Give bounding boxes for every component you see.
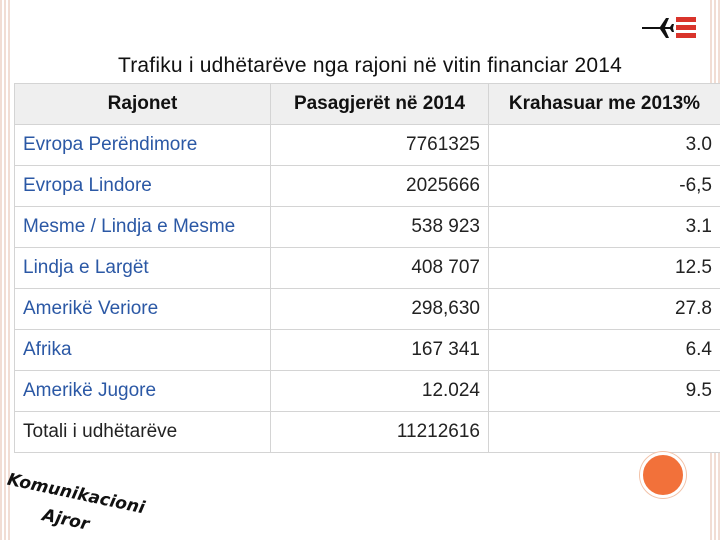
total-change-cell <box>488 411 720 453</box>
header-passengers: Pasagjerët në 2014 <box>270 83 489 125</box>
table-header-row: Rajonet Pasagjerët në 2014 Krahasuar me … <box>14 83 720 125</box>
passengers-cell: 7761325 <box>270 124 489 166</box>
change-cell: -6,5 <box>488 165 720 207</box>
header-region: Rajonet <box>14 83 271 125</box>
change-cell: 12.5 <box>488 247 720 289</box>
region-cell: Mesme / Lindja e Mesme <box>14 206 271 248</box>
table-row: Afrika 167 341 6.4 <box>14 329 720 371</box>
left-edge-stripes <box>0 0 12 540</box>
table-row: Lindja e Largët 408 707 12.5 <box>14 247 720 289</box>
region-cell: Evropa Lindore <box>14 165 271 207</box>
total-row: Totali i udhëtarëve 11212616 <box>14 411 720 453</box>
passengers-cell: 12.024 <box>270 370 489 412</box>
traffic-table: Rajonet Pasagjerët në 2014 Krahasuar me … <box>14 83 720 453</box>
region-cell: Afrika <box>14 329 271 371</box>
region-cell: Evropa Perëndimore <box>14 124 271 166</box>
passengers-cell: 167 341 <box>270 329 489 371</box>
komunikacioni-ajror-stamp: Komunikacioni Ajror <box>2 470 152 538</box>
region-cell: Amerikë Veriore <box>14 288 271 330</box>
total-passengers-cell: 11212616 <box>270 411 489 453</box>
table-row: Amerikë Jugore 12.024 9.5 <box>14 370 720 412</box>
change-cell: 3.0 <box>488 124 720 166</box>
region-cell: Lindja e Largët <box>14 247 271 289</box>
passengers-cell: 408 707 <box>270 247 489 289</box>
change-cell: 3.1 <box>488 206 720 248</box>
passengers-cell: 538 923 <box>270 206 489 248</box>
change-cell: 27.8 <box>488 288 720 330</box>
passengers-cell: 2025666 <box>270 165 489 207</box>
header-change: Krahasuar me 2013% <box>488 83 720 125</box>
total-label-cell: Totali i udhëtarëve <box>14 411 271 453</box>
table-row: Amerikë Veriore 298,630 27.8 <box>14 288 720 330</box>
region-cell: Amerikë Jugore <box>14 370 271 412</box>
table-row: Mesme / Lindja e Mesme 538 923 3.1 <box>14 206 720 248</box>
passengers-cell: 298,630 <box>270 288 489 330</box>
page-title: Trafiku i udhëtarëve nga rajoni në vitin… <box>117 54 623 77</box>
table-row: Evropa Perëndimore 7761325 3.0 <box>14 124 720 166</box>
orange-circle-icon <box>640 452 686 498</box>
table-row: Evropa Lindore 2025666 -6,5 <box>14 165 720 207</box>
change-cell: 6.4 <box>488 329 720 371</box>
stamp-line-2: Ajror <box>40 505 91 535</box>
change-cell: 9.5 <box>488 370 720 412</box>
airplane-flag-logo-icon <box>642 17 696 38</box>
